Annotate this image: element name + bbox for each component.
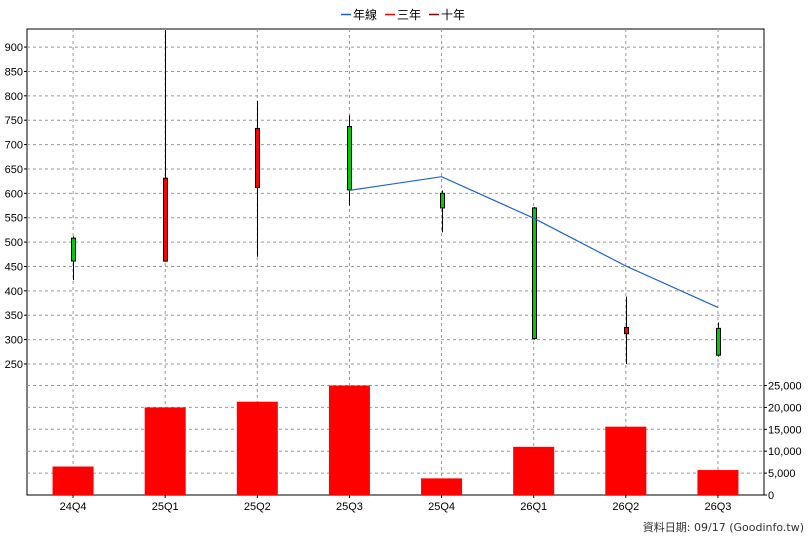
data-date-footer: 資料日期: 09/17 (Goodinfo.tw) <box>643 520 804 534</box>
legend-label: 十年 <box>441 8 465 22</box>
candles <box>71 30 721 364</box>
candle-body <box>716 327 721 356</box>
price-tick-label: 700 <box>5 140 23 152</box>
volume-bar <box>513 446 555 495</box>
year-line-series <box>349 176 719 308</box>
x-tick-label: 24Q4 <box>60 501 87 513</box>
price-tick-label: 800 <box>5 91 23 103</box>
x-tick-label: 25Q3 <box>336 501 363 513</box>
plot-area <box>26 28 765 496</box>
x-tick-label: 25Q4 <box>428 501 455 513</box>
volume-bar <box>605 426 647 495</box>
candle-body <box>440 192 445 209</box>
price-tick-label: 600 <box>5 188 23 200</box>
grid-lines <box>27 29 764 495</box>
candle-body <box>532 207 537 340</box>
candle-body <box>71 237 76 262</box>
price-tick-label: 400 <box>5 286 23 298</box>
price-tick-label: 900 <box>5 42 23 54</box>
x-tick-label: 26Q3 <box>704 501 731 513</box>
volume-tick-label: 5,000 <box>768 468 796 480</box>
price-tick-label: 300 <box>5 335 23 347</box>
volume-bar <box>421 478 463 495</box>
volume-tick-label: 20,000 <box>768 402 802 414</box>
price-tick-label: 850 <box>5 66 23 78</box>
price-axis: 250 300 350 400 450 500 550 600 650 700 750 800 850 9… <box>5 42 27 371</box>
legend: 年線 三年 十年 <box>341 7 465 22</box>
legend-label: 三年 <box>397 8 421 22</box>
candle-body <box>347 126 352 191</box>
legend-label: 年線 <box>353 7 377 22</box>
price-tick-label: 250 <box>5 359 23 371</box>
price-tick-label: 350 <box>5 310 23 322</box>
price-tick-label: 500 <box>5 237 23 249</box>
volume-bar <box>697 470 739 495</box>
candle-body <box>624 326 629 335</box>
volume-bar <box>144 407 186 495</box>
volume-axis: 0 5,000 10,000 15,000 20,000 25,000 <box>764 381 802 502</box>
x-tick-label: 25Q1 <box>152 501 179 513</box>
volume-bar <box>328 385 370 495</box>
x-tick-label: 26Q1 <box>520 501 547 513</box>
volume-tick-label: 15,000 <box>768 424 802 436</box>
price-tick-label: 550 <box>5 213 23 225</box>
x-tick-label: 25Q2 <box>244 501 271 513</box>
volume-tick-label: 0 <box>768 490 774 502</box>
volume-tick-label: 10,000 <box>768 446 802 458</box>
price-tick-label: 450 <box>5 261 23 273</box>
candle-body <box>255 127 260 188</box>
year-line <box>349 176 719 308</box>
x-tick-label: 26Q2 <box>612 501 639 513</box>
volume-tick-label: 25,000 <box>768 381 802 393</box>
volume-bar <box>236 401 278 495</box>
price-tick-label: 650 <box>5 164 23 176</box>
price-tick-label: 750 <box>5 115 23 127</box>
candle-body <box>163 177 168 262</box>
volume-bars <box>52 385 739 495</box>
volume-bar <box>52 466 94 495</box>
x-axis: 24Q4 25Q1 25Q2 25Q3 25Q4 26Q1 26Q2 26Q3 <box>60 495 731 513</box>
